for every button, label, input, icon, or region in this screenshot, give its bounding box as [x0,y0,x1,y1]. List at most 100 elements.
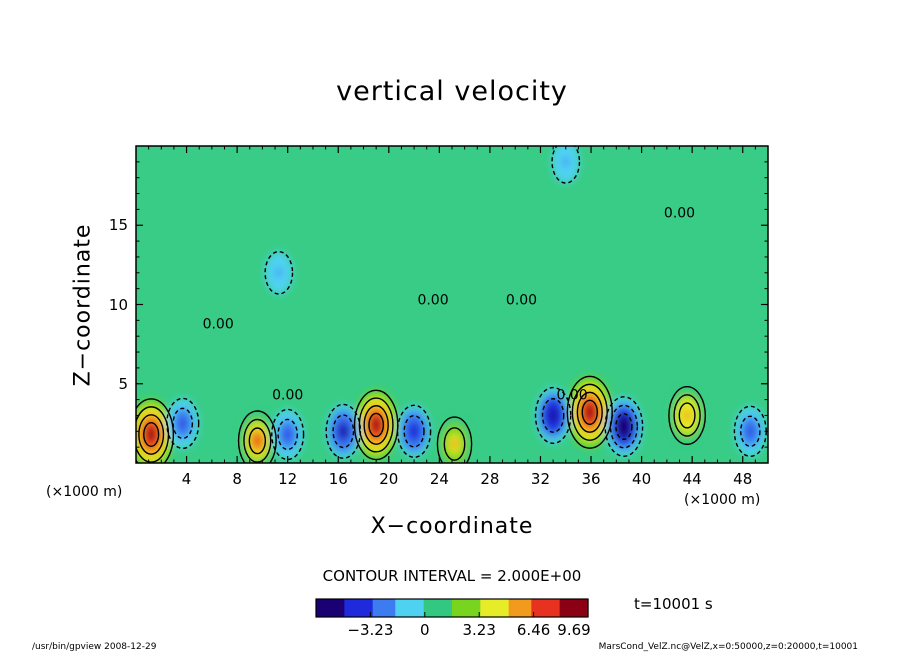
contour-line [609,404,639,449]
contour-line [668,385,707,445]
contour-line [678,402,696,429]
footer-command: /usr/bin/gpview 2008-12-29 [32,642,157,652]
y-axis-label: Z−coordinate [70,223,96,387]
contour-line [581,399,598,425]
x-tick-label: 4 [181,470,192,488]
field-blob [620,420,628,433]
field-blob [747,426,754,437]
contour-line [740,415,761,447]
colorbar-segment [559,599,566,617]
colorbar-segment [480,599,487,617]
colorbar-segment [548,599,555,617]
colorbar-tick-label: 0 [420,621,430,639]
x-tick-label: 24 [429,470,449,488]
contour-label: 0.00 [556,388,587,404]
field-blob [563,157,569,167]
colorbar-segment [412,599,419,617]
colorbar-segment [429,599,436,617]
footer-source: MarsCond_VelZ.nc@VelZ,x=0:50000,z=0:2000… [598,642,858,652]
colorbar-segment [321,599,328,617]
colorbar-tick-label: 6.46 [516,621,551,639]
colorbar-segment [418,599,425,617]
colorbar-segment [486,599,493,617]
contour-line [443,427,466,461]
x-tick-label: 16 [328,470,348,488]
colorbar-segment [571,599,578,617]
field-blob [146,427,156,442]
contour-line [403,414,425,448]
contour-line [368,412,385,438]
colorbar-segment [440,599,447,617]
colorbar-segment [446,599,453,617]
field-blob [284,429,291,440]
colorbar-segment [582,599,589,617]
contour-line [237,410,277,463]
x-tick-label: 40 [632,470,652,488]
colorbar-segment [542,599,549,617]
contour-line [604,396,644,457]
contour-line [436,416,473,463]
contour-line [396,404,432,458]
colorbar-segment [316,599,323,617]
colorbar-segment [423,599,430,617]
colorbar-segment [367,599,374,617]
contour-label: 0.00 [664,205,695,221]
contour-line [551,146,581,184]
field-blob [683,409,691,422]
colorbar-segment [474,599,481,617]
contour-line [576,391,603,433]
colorbar-segment [565,599,572,617]
colorbar-segment [395,599,402,617]
field-blob [371,418,381,432]
field-blob [276,268,282,277]
x-tick-label: 12 [278,470,298,488]
field-blob [585,405,595,420]
contour-line [358,397,394,453]
contour-line [172,407,194,440]
colorbar-segment [457,599,464,617]
y-tick-label: 15 [108,216,128,235]
colorbar-segment [355,599,362,617]
contour-line [166,397,200,450]
x-tick-label: 44 [682,470,702,488]
colorbar-segment [389,599,396,617]
colorbar-segment [537,599,544,617]
colorbar-tick-label: 9.69 [557,621,591,639]
colorbar-tick-label: −3.23 [347,621,394,639]
colorbar-frame [315,598,589,618]
contour-line [332,414,355,449]
colorbar-segment [350,599,357,617]
x-tick-label: 8 [232,470,242,488]
colorbar-segment [435,599,442,617]
colorbar-segment [333,599,340,617]
contour-line [136,406,170,463]
contour-line [248,427,267,455]
contour-line [534,386,572,445]
time-label: t=10001 s [634,595,713,613]
colorbar-segment [344,599,351,617]
field-blob [253,434,262,447]
colorbar-segment [452,599,459,617]
x-tick-label: 20 [379,470,399,488]
contour-interval-label: CONTOUR INTERVAL = 2.000E+00 [322,567,582,585]
colorbar-segment [497,599,504,617]
contour-line [277,418,298,451]
colorbar-segment [508,599,515,617]
contour-line [363,405,389,445]
colorbar-segment [531,599,538,617]
contour-line [325,403,362,459]
colorbar-segment [491,599,498,617]
colorbar-segment [378,599,385,617]
colorbar-segment [520,599,527,617]
plot-background [136,146,768,463]
colorbar-segment [372,599,379,617]
colorbar-segment [554,599,561,617]
colorbar-segment [384,599,391,617]
contour-line [271,408,305,461]
colorbar-segment [327,599,334,617]
contour-line [541,398,565,433]
field-blob [451,438,458,450]
colorbar-segment [338,599,345,617]
colorbar-segment [503,599,510,617]
